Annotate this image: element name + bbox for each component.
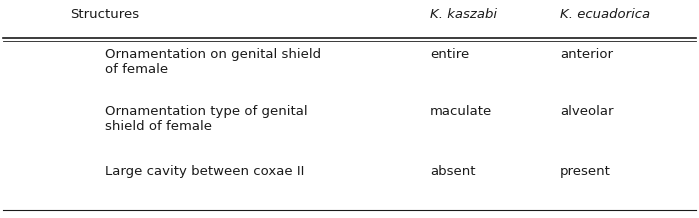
Text: maculate: maculate: [430, 105, 492, 118]
Text: entire: entire: [430, 48, 469, 61]
Text: K. kaszabi: K. kaszabi: [430, 8, 497, 21]
Text: Large cavity between coxae II: Large cavity between coxae II: [105, 165, 304, 178]
Text: Structures: Structures: [71, 8, 140, 21]
Text: absent: absent: [430, 165, 475, 178]
Text: anterior: anterior: [560, 48, 613, 61]
Text: alveolar: alveolar: [560, 105, 614, 118]
Text: K. ecuadorica: K. ecuadorica: [560, 8, 650, 21]
Text: present: present: [560, 165, 611, 178]
Text: Ornamentation on genital shield
of female: Ornamentation on genital shield of femal…: [105, 48, 321, 76]
Text: Ornamentation type of genital
shield of female: Ornamentation type of genital shield of …: [105, 105, 308, 133]
